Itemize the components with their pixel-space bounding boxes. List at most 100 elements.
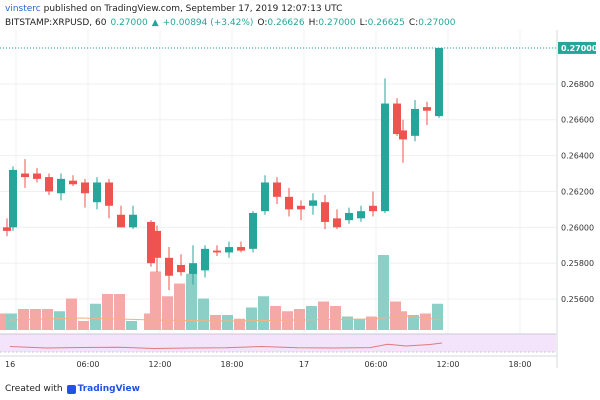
ohlc-high: H:0.27000: [308, 18, 356, 28]
volume-bar: [354, 318, 365, 330]
volume-bar: [66, 298, 77, 330]
volume-bar: [396, 311, 407, 330]
candle-body: [201, 248, 209, 271]
volume-bar: [258, 296, 269, 330]
time-tick-label: 17: [299, 360, 309, 369]
last-price-tag: [558, 41, 596, 54]
up-arrow-icon: ▲: [151, 18, 159, 28]
volume-bar: [54, 311, 65, 330]
candle-body: [345, 212, 353, 221]
tradingview-logo[interactable]: TradingView: [66, 384, 140, 394]
candle-body: [249, 212, 257, 249]
candle-body: [273, 182, 281, 197]
candle-body: [165, 257, 173, 276]
price-tick-label: 0.26400: [561, 152, 594, 161]
volume-bar: [90, 303, 101, 330]
price-change: +0.00894 (+3.42%): [162, 18, 254, 28]
volume-bar: [222, 315, 233, 330]
volume-bar: [234, 318, 245, 330]
volume-bar: [210, 315, 221, 330]
volume-bar: [342, 316, 353, 330]
volume-bar: [78, 321, 89, 330]
volume-bar: [42, 309, 53, 330]
candle-body: [237, 247, 245, 251]
created-with-text: Created with: [5, 384, 63, 394]
candle-body: [333, 218, 341, 228]
volume-bar: [378, 255, 389, 330]
volume-bar: [246, 307, 257, 330]
tradingview-brand: TradingView: [77, 384, 140, 394]
candle-body: [105, 182, 113, 206]
volume-bar: [0, 313, 11, 330]
volume-bar: [330, 306, 341, 330]
volume-bar: [306, 306, 317, 330]
candle-body: [189, 263, 197, 274]
ohlc-close: C:0.27000: [408, 18, 456, 28]
rsi-pane: [0, 333, 556, 353]
time-tick-label: 12:00: [148, 360, 171, 369]
volume-bar: [198, 298, 209, 330]
candle-body: [69, 180, 77, 185]
rsi-line: [9, 342, 443, 350]
candle-body: [177, 264, 185, 273]
candles: [3, 47, 443, 291]
price-tick-label: 0.26800: [561, 80, 594, 89]
candle-body: [117, 214, 125, 228]
moving-average-line: [9, 315, 443, 322]
candle-body: [9, 169, 17, 228]
chart-header: vinsterc published on TradingView.com, S…: [5, 2, 595, 30]
candle-body: [435, 47, 443, 117]
volume-bar: [270, 306, 281, 330]
volume-bar: [102, 294, 113, 330]
ohlc-low: L:0.26625: [359, 18, 405, 28]
candle-body: [411, 108, 419, 136]
candle-body: [153, 230, 161, 258]
price-tick-label: 0.26200: [561, 187, 594, 196]
volume-bar: [408, 315, 419, 330]
price-axis: 0.27000 0.26800 0.26600 0.26400 0.26200 0.260…: [558, 41, 598, 304]
candle-body: [33, 173, 41, 179]
footer: Created with TradingView: [5, 382, 140, 396]
candle-body: [45, 177, 53, 192]
time-tick-label: 06:00: [76, 360, 99, 369]
volume-bar: [114, 294, 125, 330]
candle-body: [261, 182, 269, 212]
price-tick-label: 0.25800: [561, 259, 594, 268]
last-price: 0.27000: [110, 18, 148, 28]
candle-body: [381, 103, 389, 212]
candle-body: [93, 182, 101, 203]
volume-bar: [144, 313, 155, 330]
candle-body: [393, 103, 401, 135]
candle-body: [213, 250, 221, 253]
time-tick-label: 16: [5, 360, 15, 369]
candle-body: [81, 182, 89, 194]
candle-body: [423, 107, 431, 111]
volume-bar: [150, 271, 161, 330]
candle-body: [369, 205, 377, 212]
tradingview-icon: [66, 384, 76, 394]
last-price-tag-label: 0.27000: [561, 44, 598, 53]
time-tick-label: 12:00: [436, 360, 459, 369]
symbol-label: BITSTAMP:XRPUSD, 60: [5, 18, 107, 28]
candle-body: [147, 221, 155, 264]
candle-body: [225, 247, 233, 253]
candle-body: [321, 202, 329, 222]
candle-body: [21, 173, 29, 178]
publish-line: vinsterc published on TradingView.com, S…: [5, 2, 595, 16]
symbol-line: BITSTAMP:XRPUSD, 60 0.27000 ▲ +0.00894 (…: [5, 16, 595, 30]
moving-average: [9, 315, 443, 322]
rsi-band: [0, 334, 556, 352]
time-tick-label: 18:00: [508, 360, 531, 369]
candle-body: [399, 130, 407, 140]
volume-bar: [126, 321, 137, 330]
volume-bar: [174, 283, 185, 330]
volume-bar: [318, 301, 329, 330]
candle-body: [57, 178, 65, 194]
time-axis: 16 06:00 12:00 18:00 17 06:00 12:00 18:00: [0, 355, 557, 369]
volume-bar: [6, 313, 17, 330]
candle-body: [129, 214, 137, 228]
price-tick-label: 0.25600: [561, 295, 594, 304]
candle-body: [285, 196, 293, 210]
author-link[interactable]: vinsterc: [5, 4, 41, 14]
